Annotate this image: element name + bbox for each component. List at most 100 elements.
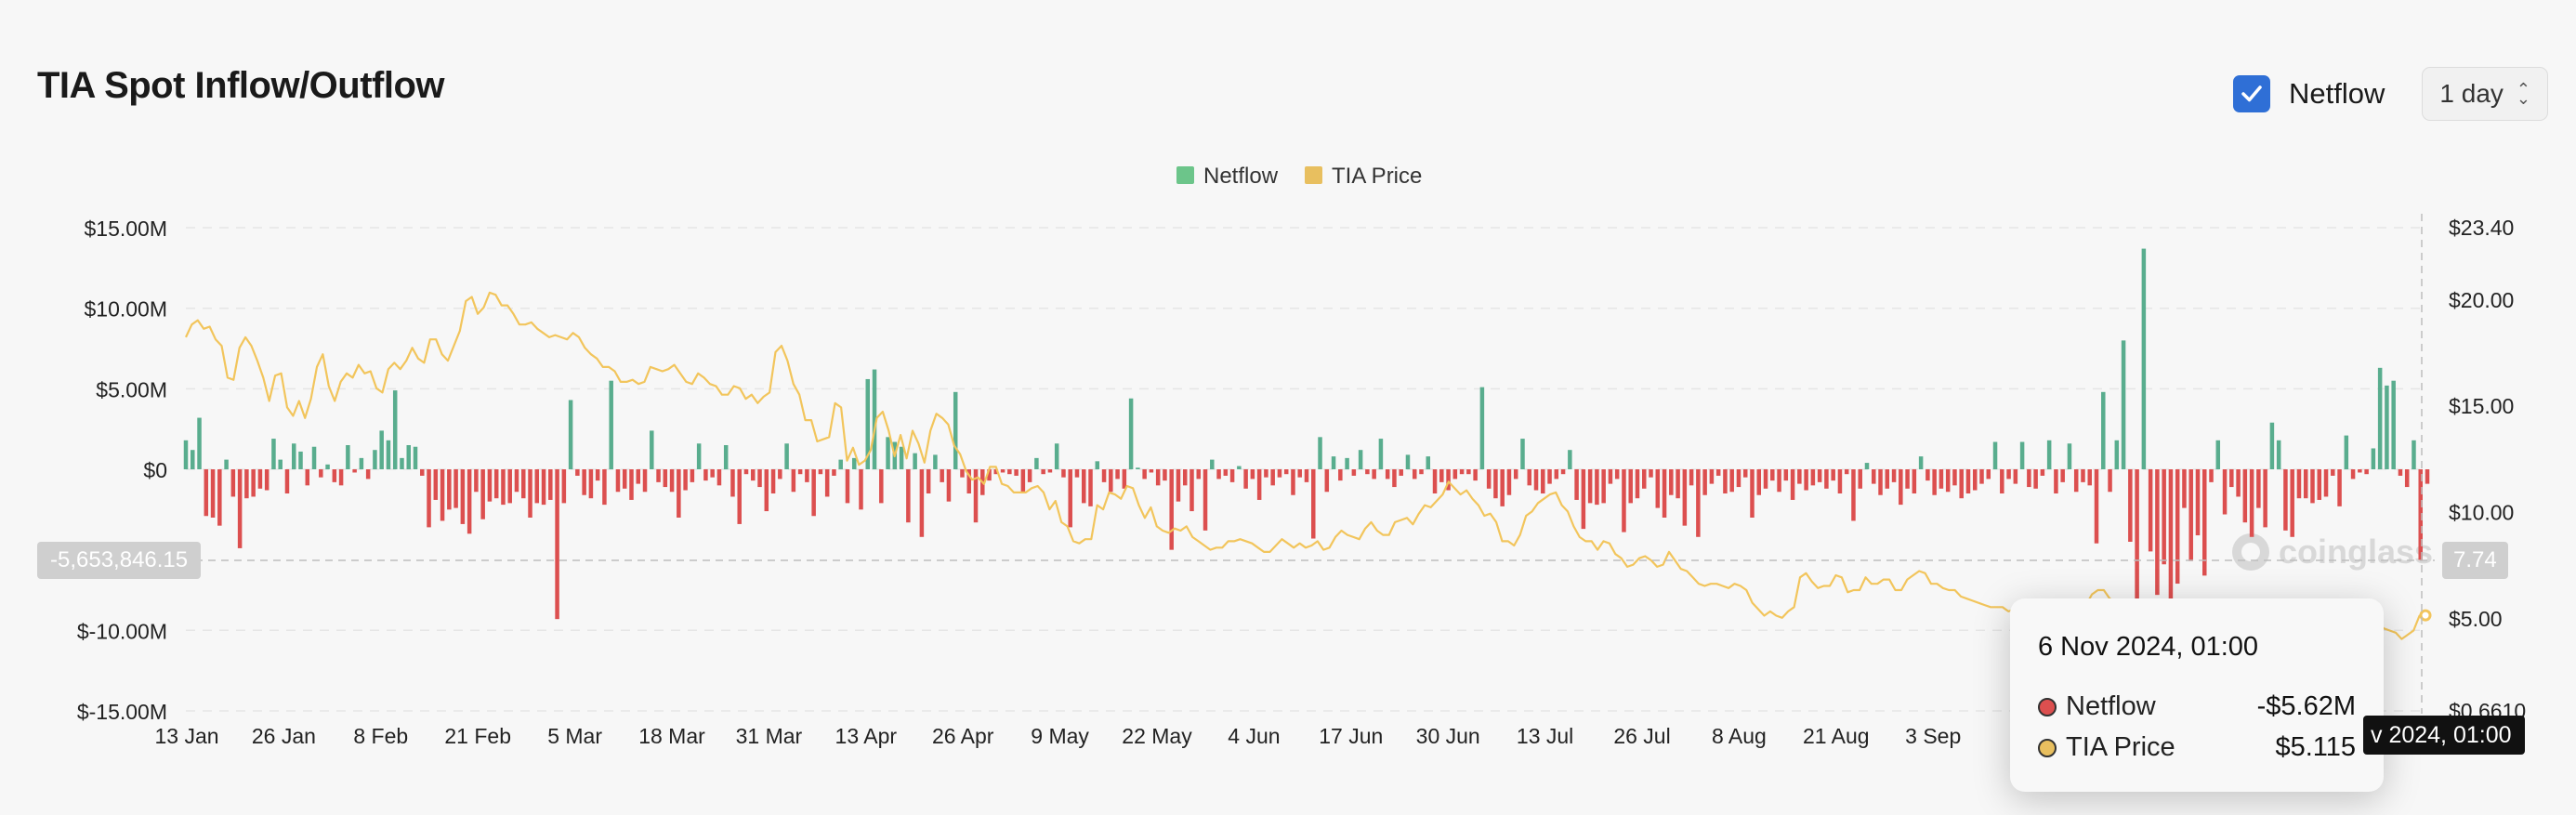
netflow-bar [2404,469,2410,488]
netflow-bar [2296,469,2302,499]
netflow-bar [2317,469,2322,500]
netflow-bar [1642,469,1647,489]
netflow-bar [1858,469,1862,489]
netflow-bar [1662,469,1667,518]
netflow-bar [1142,469,1147,480]
netflow-bar [2188,469,2193,561]
netflow-bar [1986,469,1991,480]
netflow-bar [352,469,357,473]
netflow-bar [1972,469,1978,491]
netflow-bar [204,469,209,517]
netflow-bar [2094,469,2099,544]
crosshair-right-value: 7.74 [2442,542,2508,579]
netflow-bar [879,469,884,504]
netflow-bar [1614,469,1620,480]
netflow-bar [1378,439,1384,469]
netflow-bar [1189,469,1194,512]
netflow-bar [1479,387,1485,469]
y-left-tick-label: $15.00M [84,217,167,241]
price-line[interactable] [185,291,2432,642]
netflow-bars[interactable] [183,248,2430,620]
netflow-bar [859,469,863,510]
x-tick-label: 8 Feb [353,724,408,748]
netflow-bar [1399,469,1403,476]
netflow-bar [1256,469,1262,500]
netflow-bar [1500,469,1505,506]
netflow-bar [1715,469,1721,476]
netflow-bar [677,469,681,518]
netflow-bar [2263,469,2267,528]
netflow-bar [1047,469,1053,473]
netflow-bar [1790,469,1795,500]
netflow-bar [1635,469,1640,499]
netflow-bar [2215,440,2221,469]
netflow-bar [1128,398,1134,469]
netflow-bar [2121,340,2126,469]
netflow-bar [1864,463,1870,469]
netflow-bar [2108,469,2112,493]
netflow-bar [683,469,688,491]
netflow-bar [832,469,836,476]
chart-legend: Netflow TIA Price [1176,164,1422,189]
x-tick-label: 13 Jul [1517,724,1573,748]
netflow-bar [217,469,222,526]
netflow-bar [1804,469,1808,491]
netflow-bar [1034,457,1039,469]
tooltip-label: TIA Price [2066,732,2175,762]
netflow-bar [447,469,452,510]
netflow-bar [1770,469,1775,481]
netflow-bar [278,459,283,469]
netflow-bar [191,450,195,469]
netflow-bar [1513,469,1518,480]
x-tick-label: 26 Jan [252,724,316,748]
netflow-bar [420,469,425,476]
netflow-bar [1885,469,1890,489]
tooltip-value: $5.115 [2275,732,2356,762]
netflow-bar [2019,441,2025,469]
crosshair [195,214,2435,714]
netflow-bar [582,469,586,495]
netflow-bar [197,417,202,469]
netflow-bar [1952,469,1957,486]
coinglass-watermark: coinglass [2232,532,2433,571]
netflow-bar [2168,469,2174,600]
netflow-bar [2155,469,2160,596]
x-tick-label: 5 Mar [547,724,602,748]
netflow-bar [2162,469,2166,565]
netflow-bar [1702,469,1707,495]
netflow-bar [1742,469,1748,478]
netflow-bar [1568,450,1572,469]
right-axis-ticks: $23.40$20.00$15.00$10.00$5.00$0.6610 [2449,216,2526,723]
netflow-bar [1176,469,1181,502]
netflow-bar [2114,440,2120,469]
netflow-bar [257,469,263,489]
netflow-bar [1979,469,1984,484]
netflow-bar [1311,469,1316,539]
netflow-bar [1392,469,1397,488]
netflow-bar [400,457,404,469]
netflow-bar [460,469,466,524]
tooltip-row-price: TIA Price $5.115 [2038,732,2356,763]
netflow-bar [1649,469,1653,478]
netflow-bar [1054,443,1059,469]
netflow-bar [1831,469,1835,481]
netflow-bar [514,469,519,493]
netflow-bar [346,445,350,469]
netflow-checkbox[interactable] [2233,75,2271,112]
x-tick-label: 3 Sep [1905,724,1961,748]
netflow-bar [2087,469,2092,486]
netflow-bar [1756,469,1762,495]
y-right-tick-label: $20.00 [2449,288,2514,312]
netflow-bar [716,469,722,486]
netflow-bar [406,445,411,469]
legend-label: Netflow [1203,164,1279,189]
netflow-bar [2398,469,2403,476]
netflow-bar [1939,469,1944,489]
netflow-bar [1810,469,1816,486]
netflow-bar [2040,469,2045,476]
netflow-bar [2418,469,2423,560]
netflow-bar [622,469,627,489]
interval-select[interactable]: 1 day ⌃ ⌄ [2422,67,2548,121]
netflow-bar [1459,469,1465,475]
y-left-tick-label: $0 [143,458,167,482]
